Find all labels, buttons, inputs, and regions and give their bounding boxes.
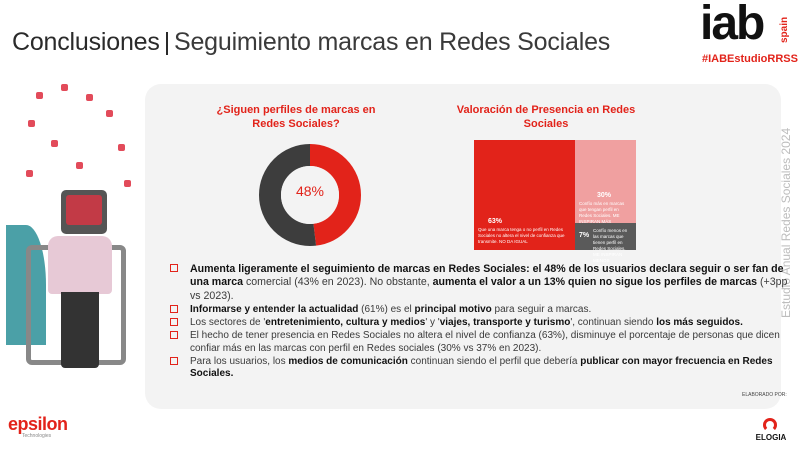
checkbox-bullet-icon bbox=[170, 318, 178, 327]
checkbox-bullet-icon bbox=[170, 331, 178, 340]
heart-icon bbox=[76, 162, 83, 169]
conclusion-text-bold: medios de comunicación bbox=[288, 355, 408, 367]
illustration-legs bbox=[61, 292, 99, 368]
heart-icon bbox=[28, 120, 35, 127]
conclusion-text-bold: principal motivo bbox=[414, 304, 492, 316]
right-chart-question: Valoración de Presencia en Redes Sociale… bbox=[456, 104, 636, 130]
heart-icon bbox=[51, 140, 58, 147]
conclusion-text-bold: Informarse y entender la actualidad bbox=[190, 304, 359, 316]
conclusion-text: El hecho de tener presencia en Redes Soc… bbox=[190, 330, 780, 354]
conclusion-text-bold: Aumenta ligeramente el seguimiento de ma… bbox=[190, 263, 784, 289]
conclusion-text: continuan siendo el perfil que debería bbox=[407, 355, 581, 367]
conclusion-text-bold: entretenimiento, cultura y medios bbox=[265, 317, 426, 329]
donut-slice-no bbox=[259, 144, 361, 246]
left-chart-question: ¿Siguen perfiles de marcas en Redes Soci… bbox=[216, 104, 376, 130]
epsilon-logo-sub: Technologies bbox=[22, 433, 52, 439]
checkbox-bullet-icon bbox=[170, 356, 178, 365]
conclusion-item: Aumenta ligeramente el seguimiento de ma… bbox=[170, 263, 788, 303]
title-separator: | bbox=[163, 28, 171, 56]
treemap-block-menos-confianza: 7% Confío menos en las marcas que tienen… bbox=[575, 223, 636, 269]
treemap-value: 30% bbox=[597, 192, 612, 199]
heart-icon bbox=[106, 110, 113, 117]
donut-center-label: 48% bbox=[295, 183, 325, 199]
treemap-block-mas-confianza: 30% Confío más en marcas que tengan perf… bbox=[575, 140, 636, 230]
conclusion-item: Para los usuarios, los medios de comunic… bbox=[170, 356, 788, 380]
conclusion-item: Informarse y entender la actualidad (61%… bbox=[170, 304, 788, 316]
conclusion-text: para seguir a marcas. bbox=[491, 304, 592, 316]
treemap-value: 63% bbox=[488, 218, 503, 225]
donut-hole bbox=[281, 166, 339, 224]
heart-icon bbox=[36, 92, 43, 99]
heart-icon bbox=[86, 94, 93, 101]
tv-head-icon bbox=[61, 190, 107, 234]
conclusion-text: Para los usuarios, los bbox=[190, 355, 289, 367]
conclusion-text: (+3pp vs 2023). bbox=[190, 276, 788, 302]
treemap-block-no-da-igual: 63% Que una marca tenga o no perfil en R… bbox=[474, 140, 575, 250]
conclusion-text-bold: viajes, transporte y turismo bbox=[439, 317, 571, 329]
conclusion-text: Los sectores de ' bbox=[190, 317, 266, 329]
hero-illustration bbox=[6, 80, 141, 375]
page-title-sub: Seguimiento marcas en Redes Sociales bbox=[173, 28, 611, 56]
content-panel bbox=[145, 84, 781, 409]
conclusion-text: ' y ' bbox=[425, 317, 440, 329]
iab-logo-word: iab bbox=[700, 0, 765, 50]
credit-label: ELABORADO POR: bbox=[742, 392, 787, 398]
donut-chart bbox=[259, 144, 361, 246]
treemap-note: Que una marca tenga o no perfil en Redes… bbox=[478, 227, 565, 244]
elogia-ring-icon bbox=[763, 418, 777, 432]
conclusion-text: comercial (43% en 2023). No obstante, bbox=[245, 276, 433, 289]
heart-icon bbox=[26, 170, 33, 177]
heart-icon bbox=[124, 180, 131, 187]
heart-icon bbox=[61, 84, 68, 91]
elogia-logo: ELOGIA bbox=[752, 418, 790, 444]
elogia-logo-text: ELOGIA bbox=[755, 433, 787, 442]
conclusion-item: Los sectores de 'entretenimiento, cultur… bbox=[170, 317, 788, 329]
conclusion-text-bold: los más seguidos. bbox=[656, 317, 743, 329]
conclusion-text-bold: publicar con mayor frecuencia en Redes S… bbox=[190, 355, 773, 379]
treemap-value: 7% bbox=[579, 232, 590, 239]
iab-logo: iab spain #IABEstudioRRSS bbox=[700, 0, 798, 68]
page-title: Conclusiones | Seguimiento marcas en Redes… bbox=[12, 28, 610, 57]
hashtag: #IABEstudioRRSS bbox=[702, 53, 798, 65]
treemap-note: Confío menos en las marcas que tienen pe… bbox=[593, 228, 628, 269]
conclusion-text: (61%) es el bbox=[358, 304, 415, 316]
illustration-person bbox=[48, 236, 112, 294]
conclusions-list: Aumenta ligeramente el seguimiento de ma… bbox=[170, 263, 788, 381]
heart-icon bbox=[118, 144, 125, 151]
checkbox-bullet-icon bbox=[170, 305, 178, 314]
treemap-chart: 63% Que una marca tenga o no perfil en R… bbox=[474, 140, 636, 269]
page-title-main: Conclusiones bbox=[12, 28, 160, 56]
conclusion-item: El hecho de tener presencia en Redes Soc… bbox=[170, 330, 788, 354]
checkbox-bullet-icon bbox=[170, 264, 178, 272]
conclusion-text: ', continuan siendo bbox=[570, 317, 657, 329]
epsilon-logo: epsilon bbox=[8, 414, 68, 434]
conclusion-text-bold: aumenta el valor a un 13% quien no sigue… bbox=[432, 276, 758, 289]
iab-logo-country: spain bbox=[779, 16, 790, 44]
